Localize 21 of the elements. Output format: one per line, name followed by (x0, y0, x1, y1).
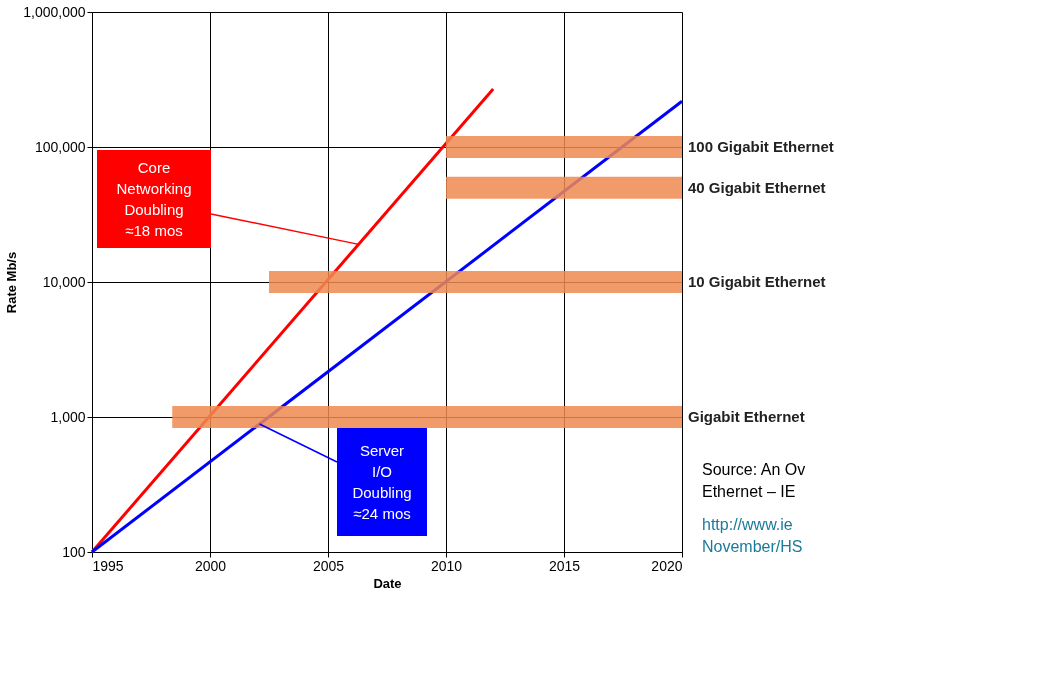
x-tick-label: 2015 (548, 557, 581, 574)
annotation: Core Networking Doubling ≈18 mos (116, 158, 192, 239)
x-tick-label: 2005 (312, 557, 345, 574)
source-note: Source: An Ov Ethernet – IE (702, 461, 806, 500)
series-label: 40 Gigabit Ethernet (688, 178, 826, 196)
annotation: Server I/O Doubling ≈24 mos (352, 441, 412, 522)
series-label: 10 Gigabit Ethernet (688, 273, 826, 290)
x-tick-label: 2020 (651, 557, 683, 574)
x-tick-label: 1995 (92, 557, 124, 574)
y-tick-label: 1,000 (50, 408, 86, 425)
series-label: Gigabit Ethernet (688, 408, 805, 425)
y-tick-label: 100,000 (34, 138, 86, 155)
x-tick-label: 2000 (194, 557, 227, 574)
y-tick-label: 1,000,000 (23, 3, 86, 20)
series-label: 100 Gigabit Ethernet (688, 138, 834, 155)
text: http://www.ie November/HS (702, 516, 803, 555)
x-axis-title: Date (373, 575, 402, 591)
y-tick-label: 10,000 (42, 273, 86, 290)
x-tick-label: 2010 (430, 557, 463, 574)
y-tick-label: 100 (62, 543, 86, 560)
y-axis-title: Rate Mb/s (4, 251, 20, 314)
